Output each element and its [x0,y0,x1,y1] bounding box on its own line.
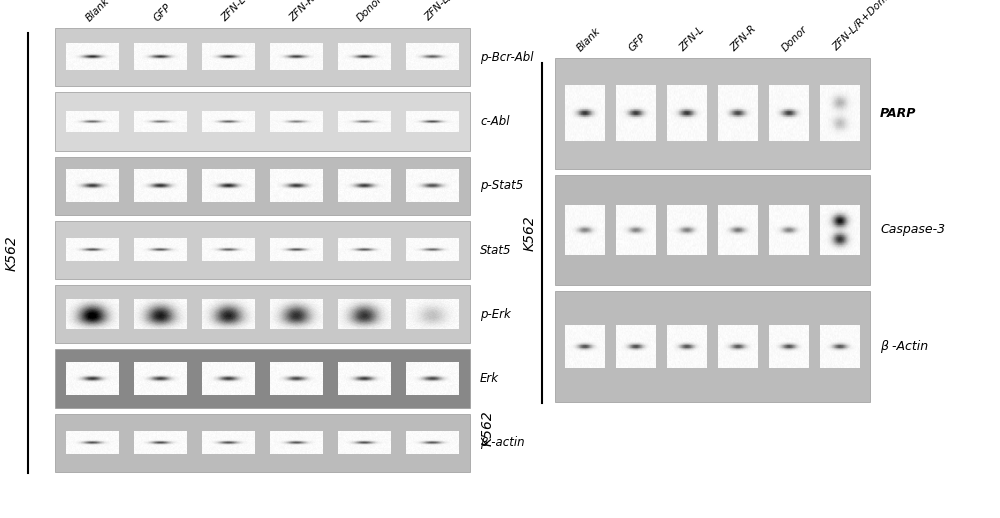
Text: Donor: Donor [780,23,810,53]
Text: β -actin: β -actin [480,436,525,449]
Text: p-Erk: p-Erk [480,308,511,321]
Text: Stat5: Stat5 [480,243,512,256]
Text: ZFN-L/R+Donor: ZFN-L/R+Donor [423,0,488,23]
Text: GFP: GFP [627,32,648,53]
Text: K562: K562 [5,235,19,271]
Bar [55,350,470,408]
Text: Erk: Erk [480,372,499,385]
Text: ZFN-R: ZFN-R [729,23,759,53]
Text: β -Actin: β -Actin [880,340,928,353]
Text: GFP: GFP [152,2,173,23]
Text: p-Stat5: p-Stat5 [480,179,523,192]
Bar [55,156,470,215]
Text: ZFN-L: ZFN-L [220,0,248,23]
Bar [55,285,470,343]
Bar [555,175,870,285]
Text: ZFN-L: ZFN-L [678,24,706,53]
Text: ZFN-L/R+Donor: ZFN-L/R+Donor [831,0,896,53]
Text: p-Bcr-Abl: p-Bcr-Abl [480,51,534,64]
Bar [55,28,470,87]
Text: Donor: Donor [355,0,385,23]
Text: Blank: Blank [84,0,111,23]
Bar [55,221,470,279]
Text: ZFN-R: ZFN-R [287,0,317,23]
Text: K562: K562 [523,215,537,251]
Bar [55,92,470,151]
Bar [555,291,870,402]
Text: Blank: Blank [576,25,603,53]
Text: K562: K562 [481,410,495,446]
Text: c-Abl: c-Abl [480,115,510,128]
Text: Caspase-3: Caspase-3 [880,223,945,237]
Bar [555,58,870,169]
Text: PARP: PARP [880,107,916,120]
Bar [55,414,470,472]
